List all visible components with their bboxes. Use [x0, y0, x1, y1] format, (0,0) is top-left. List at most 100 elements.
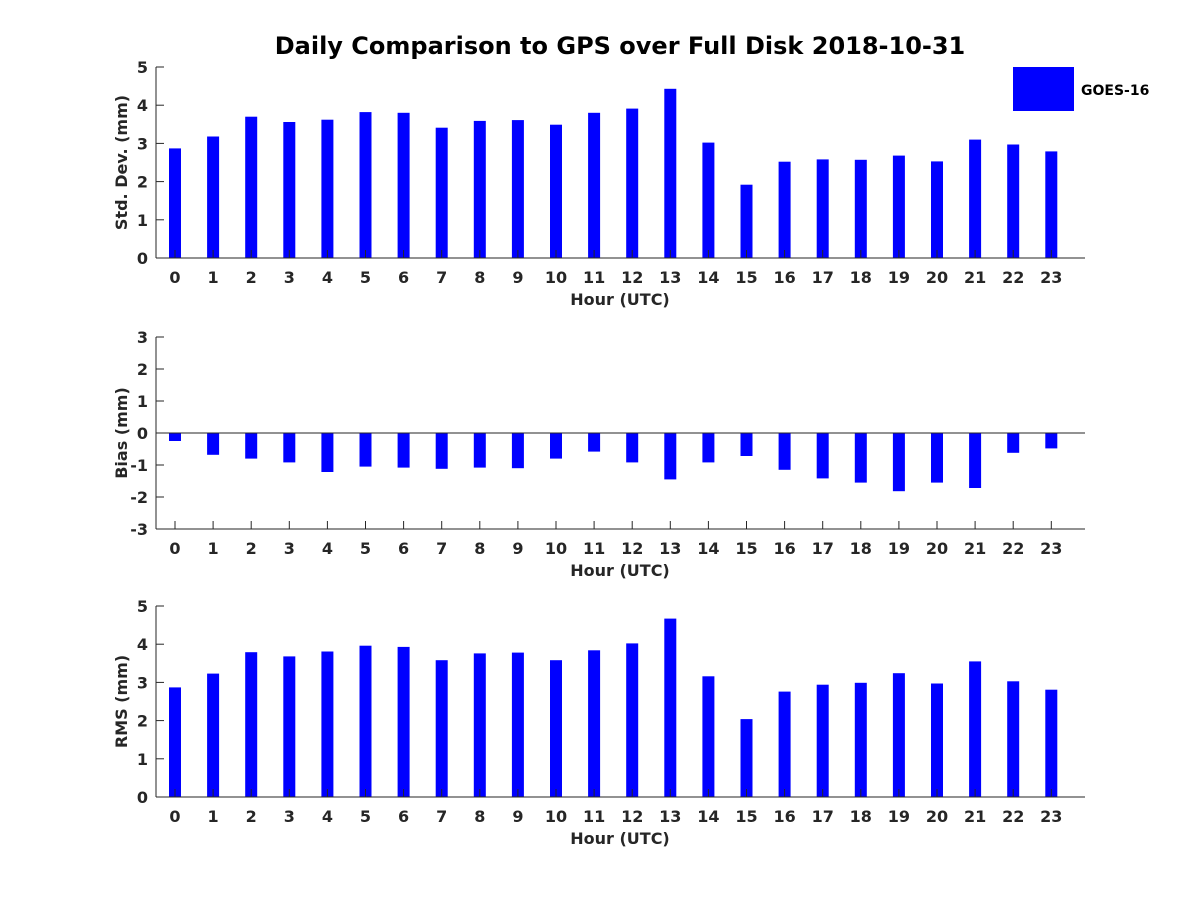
x-tick-label: 8: [474, 268, 485, 287]
x-tick-label: 20: [926, 539, 948, 558]
y-tick-label: 3: [137, 673, 148, 692]
bar-hour-5: [359, 112, 372, 258]
y-tick-label: 1: [137, 392, 148, 411]
x-tick-label: 4: [322, 807, 333, 826]
x-tick-label: 6: [398, 807, 409, 826]
x-tick-label: 23: [1040, 807, 1062, 826]
y-tick-label: 1: [137, 211, 148, 230]
bar-hour-10: [550, 124, 562, 258]
bar-hour-19: [892, 673, 905, 797]
bar-hour-7: [435, 127, 448, 258]
bar-hour-1: [207, 673, 220, 797]
x-tick-label: 18: [850, 539, 872, 558]
x-tick-label: 2: [246, 807, 257, 826]
x-tick-label: 5: [360, 268, 371, 287]
y-tick-label: 1: [137, 750, 148, 769]
bar-hour-11: [588, 112, 601, 258]
x-tick-label: 12: [621, 268, 643, 287]
bar-hour-4: [321, 433, 334, 472]
x-tick-label: 23: [1040, 268, 1062, 287]
y-axis-label: Std. Dev. (mm): [112, 95, 131, 230]
bar-hour-11: [588, 433, 601, 452]
bar-hour-7: [435, 660, 448, 797]
x-tick-label: 19: [888, 268, 910, 287]
y-tick-label: 2: [137, 173, 148, 192]
bar-hour-1: [207, 136, 220, 258]
bar-hour-4: [321, 119, 334, 258]
x-tick-label: 2: [246, 268, 257, 287]
x-tick-label: 8: [474, 807, 485, 826]
bar-hour-23: [1045, 151, 1058, 258]
x-tick-label: 4: [322, 268, 333, 287]
bar-hour-3: [283, 122, 296, 258]
bar-hour-3: [283, 433, 296, 463]
bar-hour-13: [664, 88, 677, 258]
x-tick-label: 14: [697, 268, 719, 287]
bar-hour-9: [511, 120, 524, 258]
x-axis-label: Hour (UTC): [570, 829, 670, 848]
x-tick-label: 18: [850, 268, 872, 287]
bar-hour-21: [969, 661, 982, 797]
bar-hour-23: [1045, 689, 1058, 797]
bar-hour-17: [816, 684, 829, 797]
x-tick-label: 16: [773, 539, 795, 558]
x-tick-label: 0: [169, 268, 180, 287]
x-axis-label: Hour (UTC): [570, 290, 670, 309]
x-tick-label: 18: [850, 807, 872, 826]
y-tick-label: 2: [137, 712, 148, 731]
x-tick-label: 16: [773, 807, 795, 826]
x-tick-label: 4: [322, 539, 333, 558]
x-tick-label: 19: [888, 807, 910, 826]
x-tick-label: 17: [812, 539, 834, 558]
x-tick-label: 3: [284, 807, 295, 826]
x-tick-label: 8: [474, 539, 485, 558]
x-tick-label: 15: [735, 268, 757, 287]
bar-hour-15: [740, 719, 753, 797]
y-tick-label: 0: [137, 788, 148, 807]
bar-hour-10: [550, 660, 562, 797]
bar-hour-2: [245, 433, 258, 459]
x-tick-label: 12: [621, 807, 643, 826]
y-tick-label: 0: [137, 249, 148, 268]
bar-hour-2: [245, 652, 258, 797]
x-tick-label: 9: [512, 268, 523, 287]
x-tick-label: 7: [436, 807, 447, 826]
x-axis-label: Hour (UTC): [570, 561, 670, 580]
bar-hour-4: [321, 651, 334, 797]
x-tick-label: 23: [1040, 539, 1062, 558]
bar-hour-13: [664, 618, 677, 797]
bar-hour-8: [473, 433, 486, 468]
bar-hour-9: [511, 433, 524, 469]
bar-hour-5: [359, 433, 372, 467]
bar-hour-14: [702, 676, 715, 797]
bar-hour-20: [931, 433, 943, 483]
bar-hour-18: [854, 433, 867, 483]
bar-hour-17: [816, 159, 829, 258]
bar-hour-12: [626, 108, 639, 258]
bar-hour-20: [931, 683, 943, 797]
bar-hour-12: [626, 433, 639, 463]
bar-hour-19: [892, 433, 905, 492]
x-tick-label: 9: [512, 539, 523, 558]
x-tick-label: 16: [773, 268, 795, 287]
bar-hour-2: [245, 116, 258, 258]
y-tick-label: 3: [137, 134, 148, 153]
x-tick-label: 20: [926, 268, 948, 287]
x-tick-label: 22: [1002, 268, 1024, 287]
y-tick-label: 2: [137, 360, 148, 379]
bar-hour-20: [931, 161, 943, 258]
x-tick-label: 7: [436, 539, 447, 558]
bar-hour-5: [359, 645, 372, 797]
bar-hour-23: [1045, 433, 1058, 449]
x-tick-label: 1: [208, 807, 219, 826]
x-tick-label: 10: [545, 268, 567, 287]
x-tick-label: 11: [583, 268, 605, 287]
bar-hour-22: [1007, 681, 1020, 797]
x-tick-label: 13: [659, 539, 681, 558]
bar-hour-6: [397, 112, 410, 258]
x-tick-label: 11: [583, 539, 605, 558]
bar-hour-19: [892, 155, 905, 258]
y-axis-label: RMS (mm): [112, 655, 131, 748]
